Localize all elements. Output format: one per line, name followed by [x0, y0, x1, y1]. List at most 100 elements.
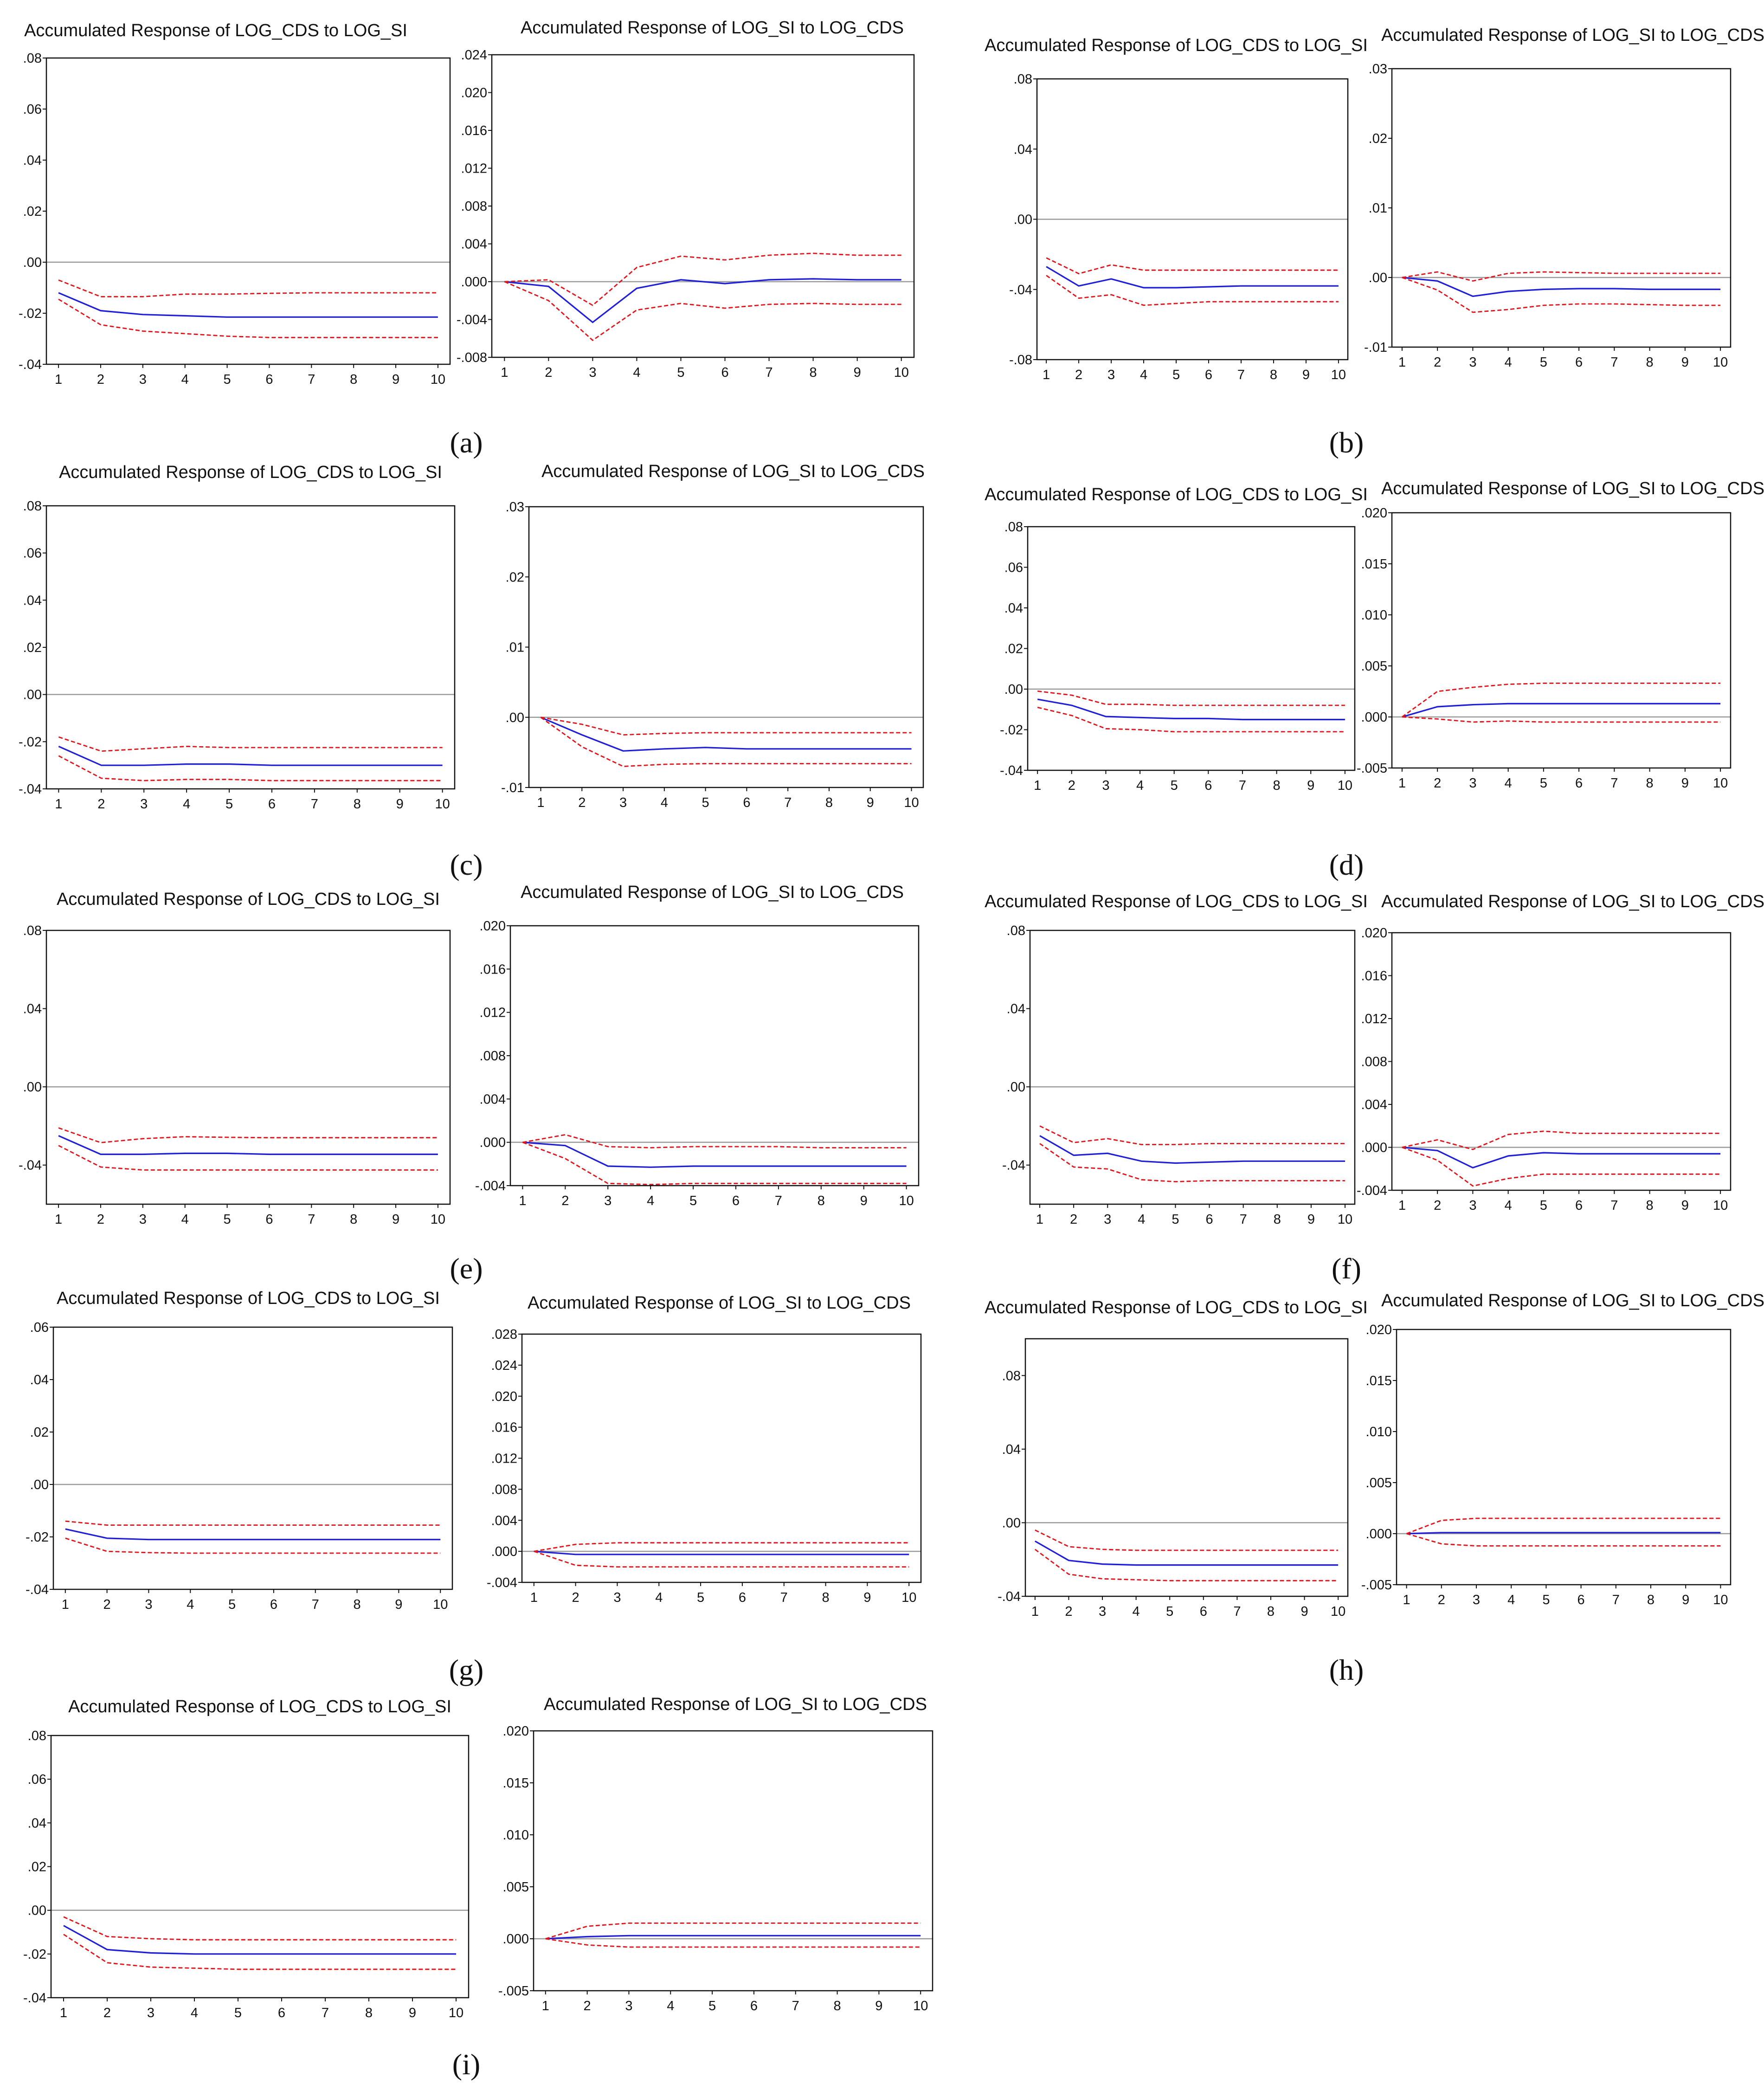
series-line-response: [1402, 277, 1721, 297]
x-tick-label: 8: [1646, 355, 1654, 370]
series-line-response: [63, 1925, 456, 1955]
x-tick-label: 7: [780, 1590, 788, 1605]
x-tick-label: 6: [1575, 355, 1583, 370]
y-tick-label: .00: [1369, 271, 1387, 285]
y-tick-label: .004: [1361, 1097, 1387, 1112]
plot-frame: [45, 929, 451, 1205]
chart-title: Accumulated Response of LOG_SI to LOG_CD…: [1381, 26, 1764, 45]
panel-label-g: (g): [449, 1653, 484, 1686]
y-tick-label: -.004: [487, 1575, 517, 1590]
y-tick-label: .06: [23, 102, 42, 117]
x-tick-label: 1: [55, 797, 62, 812]
y-tick-label: .000: [491, 1544, 517, 1559]
chart-title: Accumulated Response of LOG_CDS to LOG_S…: [24, 21, 407, 40]
y-tick-label: .016: [1361, 969, 1387, 984]
x-tick-label: 4: [1505, 355, 1512, 370]
y-tick-label: .08: [1007, 923, 1025, 938]
x-tick-label: 6: [750, 1999, 758, 2013]
x-tick-label: 4: [1133, 1604, 1140, 1619]
series-line-response: [1046, 266, 1339, 289]
x-tick-label: 9: [392, 1212, 399, 1227]
chart-title: Accumulated Response of LOG_SI to LOG_CD…: [541, 462, 925, 481]
panel-label-d: (d): [1329, 848, 1364, 881]
x-tick-label: 6: [1575, 1198, 1583, 1213]
y-tick-label: .00: [23, 688, 42, 703]
x-tick-label: 3: [139, 372, 147, 387]
series-line-response: [58, 1135, 438, 1155]
series-line-lower: [522, 1142, 907, 1186]
series-line-upper: [1406, 1517, 1721, 1535]
panel-label-f: (f): [1332, 1252, 1361, 1285]
y-tick-label: .08: [1002, 1368, 1021, 1383]
y-tick-label: .000: [1366, 1527, 1392, 1542]
x-tick-label: 1: [501, 365, 508, 380]
x-tick-label: 9: [875, 1999, 882, 2013]
y-tick-label: .012: [461, 161, 487, 176]
x-tick-label: 9: [1307, 778, 1314, 793]
y-tick-label: .02: [23, 204, 42, 219]
y-tick-label: .024: [461, 48, 487, 63]
y-tick-label: .015: [1361, 557, 1387, 572]
y-tick-label: .00: [30, 1478, 49, 1492]
y-tick-label: .010: [1366, 1425, 1392, 1439]
y-tick-label: .020: [461, 86, 487, 101]
y-tick-label: .02: [28, 1860, 46, 1875]
x-tick-label: 2: [1068, 778, 1075, 793]
x-tick-label: 9: [1681, 355, 1689, 370]
x-tick-label: 6: [1577, 1593, 1585, 1607]
x-tick-label: 10: [431, 372, 445, 387]
y-tick-label: .016: [480, 962, 506, 977]
x-tick-label: 6: [1205, 368, 1212, 382]
y-tick-label: .020: [480, 919, 506, 934]
x-tick-label: 10: [1331, 1604, 1346, 1619]
x-tick-label: 5: [223, 372, 231, 387]
x-tick-label: 6: [265, 1212, 273, 1227]
x-tick-label: 2: [97, 372, 104, 387]
y-tick-label: -.008: [457, 350, 487, 365]
chart-h2: Accumulated Response of LOG_SI to LOG_CD…: [1361, 1291, 1764, 1607]
x-tick-label: 6: [265, 372, 273, 387]
y-tick-label: .02: [1004, 642, 1023, 657]
y-tick-label: .00: [28, 1903, 46, 1918]
x-tick-label: 4: [181, 372, 189, 387]
x-tick-label: 1: [519, 1194, 526, 1208]
x-tick-label: 3: [1469, 1198, 1476, 1213]
plot-frame: [1036, 78, 1349, 361]
y-tick-label: .04: [23, 153, 42, 168]
x-tick-label: 7: [308, 1212, 315, 1227]
x-tick-label: 8: [1646, 776, 1654, 791]
chart-title: Accumulated Response of LOG_CDS to LOG_S…: [57, 1289, 440, 1308]
series-line-response: [504, 278, 901, 323]
x-tick-label: 8: [1267, 1604, 1275, 1619]
x-tick-label: 6: [268, 797, 276, 812]
x-tick-label: 8: [1647, 1593, 1655, 1607]
y-tick-label: .00: [23, 1080, 42, 1095]
x-tick-label: 1: [530, 1590, 538, 1605]
y-tick-label: .02: [1369, 131, 1387, 146]
chart-b2: Accumulated Response of LOG_SI to LOG_CD…: [1364, 26, 1764, 370]
x-tick-label: 10: [1713, 776, 1728, 791]
x-tick-label: 3: [140, 797, 148, 812]
x-tick-label: 8: [1273, 778, 1281, 793]
series-line-upper: [58, 279, 438, 297]
x-tick-label: 4: [1140, 368, 1147, 382]
plot-frame: [1391, 512, 1732, 769]
x-tick-label: 5: [1540, 1198, 1547, 1213]
x-tick-label: 10: [1331, 368, 1346, 382]
plot-frame: [45, 505, 456, 790]
plot-frame: [1391, 68, 1732, 348]
x-tick-label: 9: [1307, 1212, 1315, 1227]
x-tick-label: 3: [613, 1590, 621, 1605]
y-tick-label: .02: [23, 640, 42, 655]
x-tick-label: 1: [542, 1999, 549, 2013]
x-tick-label: 3: [1469, 776, 1476, 791]
x-tick-label: 1: [1403, 1593, 1410, 1607]
x-tick-label: 6: [721, 365, 728, 380]
x-tick-label: 5: [1172, 368, 1180, 382]
series-line-lower: [58, 298, 438, 338]
x-tick-label: 2: [1434, 355, 1441, 370]
series-line-response: [534, 1550, 909, 1555]
series-line-lower: [58, 755, 443, 781]
x-tick-label: 9: [1681, 776, 1689, 791]
x-tick-label: 3: [619, 795, 627, 810]
